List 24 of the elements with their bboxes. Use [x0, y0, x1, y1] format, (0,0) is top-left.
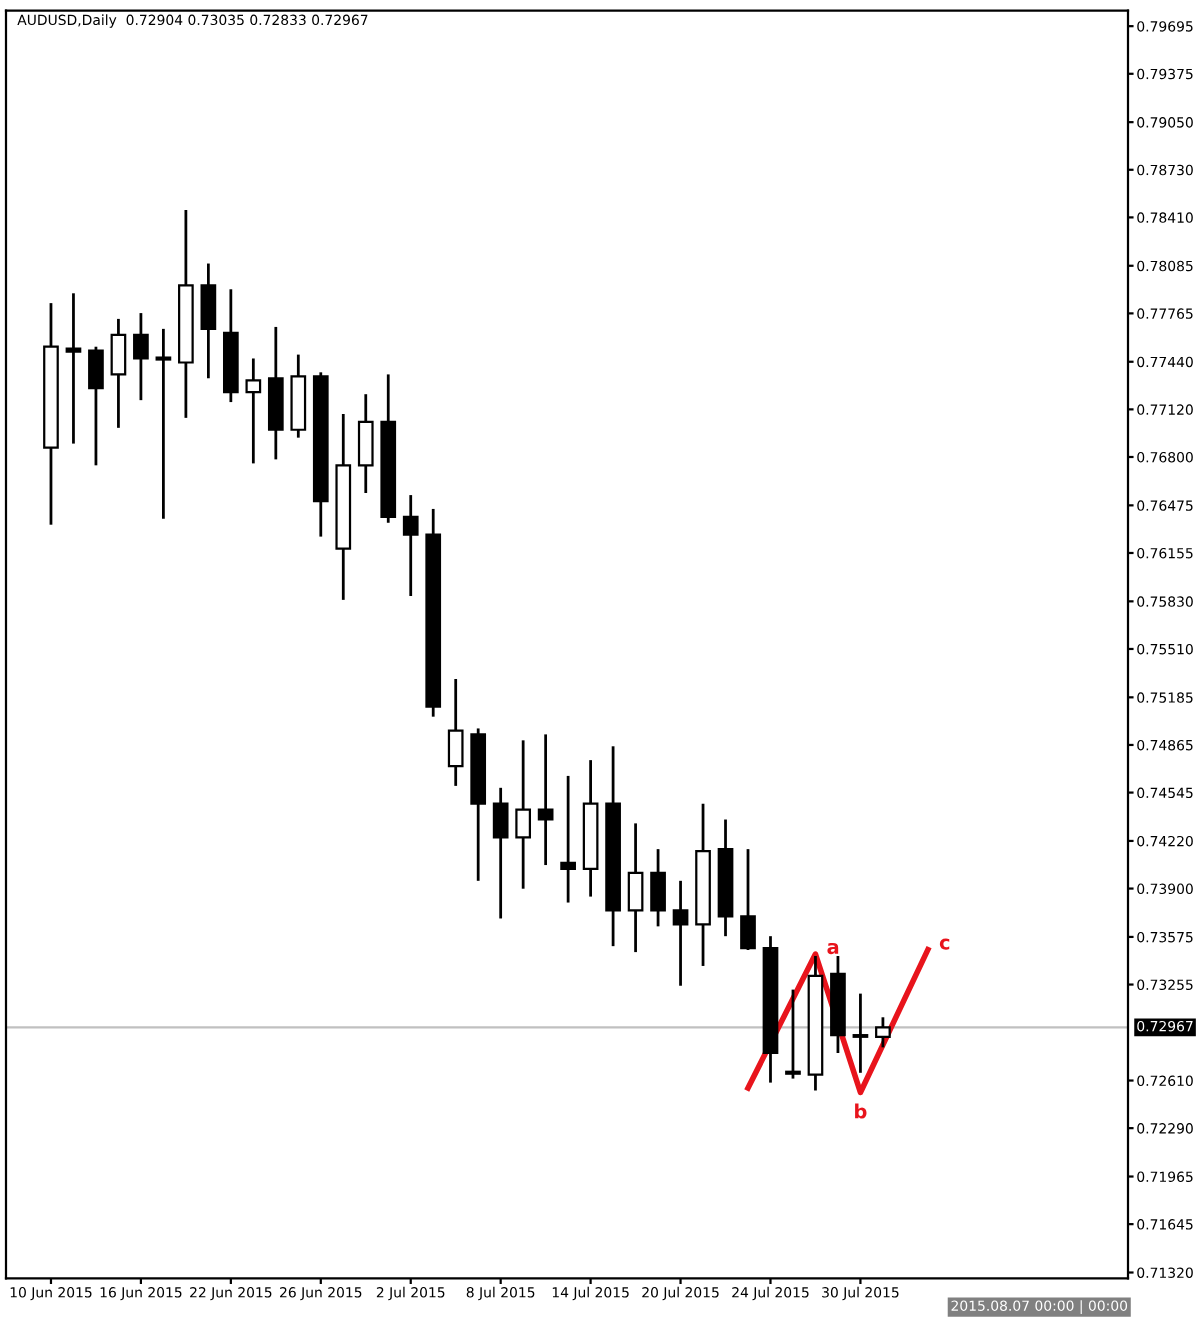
candlestick	[357, 392, 374, 495]
candlestick	[88, 345, 104, 467]
annotation: a	[827, 942, 839, 955]
candlestick	[627, 821, 644, 954]
candlestick	[492, 786, 509, 920]
candlestick	[245, 357, 262, 465]
annotation: b	[855, 1103, 867, 1119]
candlestick	[133, 311, 149, 402]
annotation: c	[939, 938, 950, 950]
candlestick	[155, 327, 172, 521]
candlestick	[650, 847, 666, 928]
candlestick	[65, 291, 82, 445]
candlestick	[852, 992, 869, 1075]
candlestick	[447, 677, 464, 788]
candlestick	[515, 738, 532, 891]
candlestick	[672, 879, 689, 988]
candlestick	[200, 262, 217, 380]
candlestick	[740, 847, 756, 952]
candlestick	[537, 733, 554, 867]
candlestick	[875, 1015, 891, 1049]
candlestick	[785, 988, 801, 1080]
candlestick	[110, 317, 127, 430]
candlestick	[402, 493, 419, 598]
candlestick	[560, 774, 576, 904]
